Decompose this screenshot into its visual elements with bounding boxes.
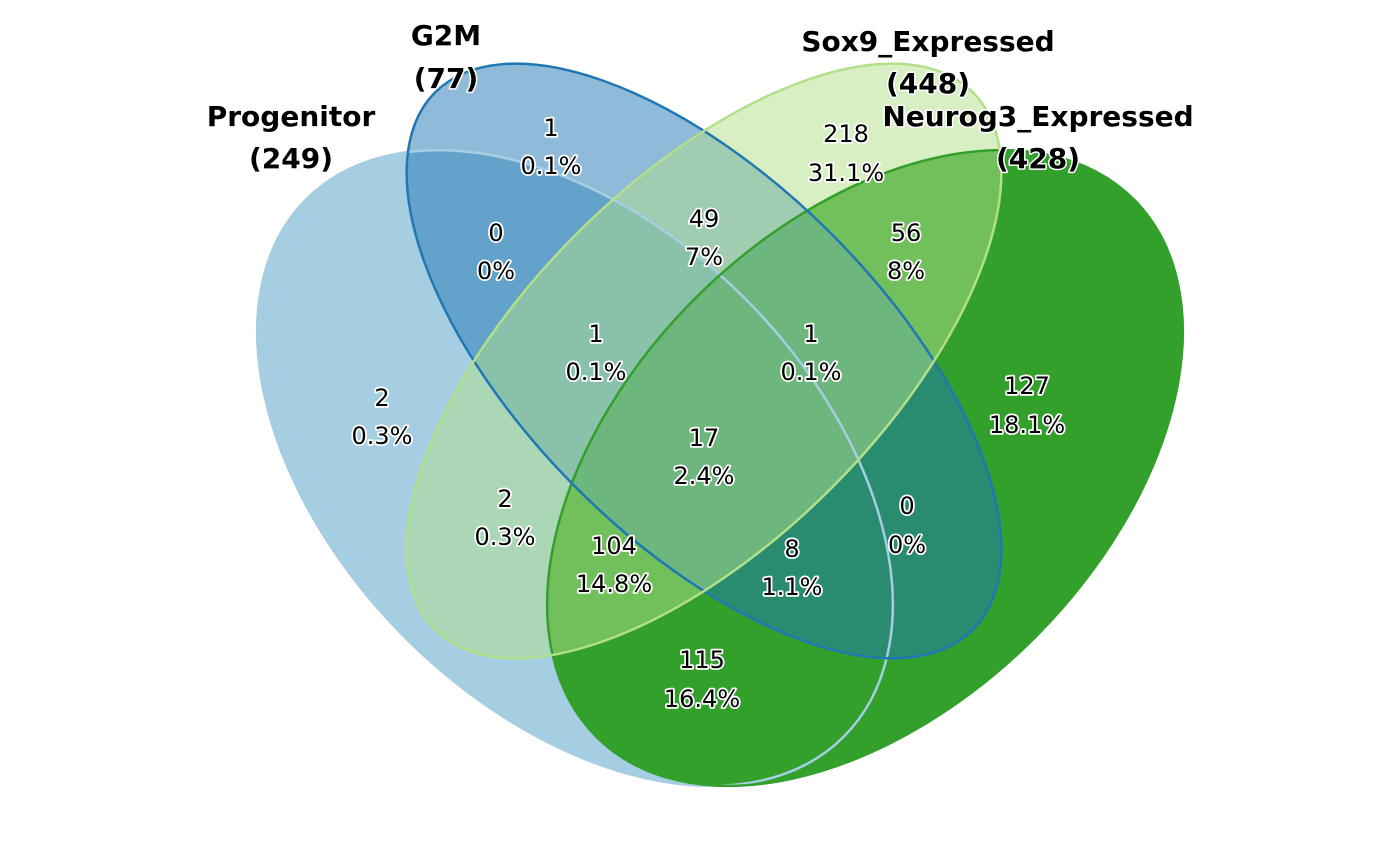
- region-labels: 1 0.1% 218 31.1% 0 0% 49 7% 56 8% 1 0.1%…: [350, 112, 1067, 715]
- region-count-progenitor-only: 2: [374, 384, 389, 412]
- region-count-progenitor-g2m-sox9: 1: [588, 320, 603, 348]
- region-percent-progenitor-g2m-sox9: 0.1%: [566, 358, 627, 386]
- region-count-progenitor-g2m-neurog3: 8: [784, 535, 799, 563]
- outline-sox9: [405, 62, 1003, 660]
- set-total-g2m: (77): [414, 62, 479, 95]
- set-label-sox9: Sox9_Expressed: [801, 25, 1054, 58]
- region-count-g2m-sox9: 49: [689, 205, 720, 233]
- region-count-g2m-sox9-neurog3: 1: [803, 320, 818, 348]
- region-percent-progenitor-only: 0.3%: [352, 422, 413, 450]
- set-outlines: [255, 62, 1185, 788]
- set-label-neurog3: Neurog3_Expressed: [882, 100, 1193, 133]
- region-percent-g2m-only: 0.1%: [521, 152, 582, 180]
- region-percent-sox9-only: 31.1%: [808, 159, 884, 187]
- region-percent-progenitor-g2m-neurog3: 1.1%: [762, 573, 823, 601]
- region-percent-g2m-neurog3: 0%: [888, 531, 926, 559]
- region-count-sox9-neurog3: 56: [891, 219, 922, 247]
- set-labels: Progenitor (249) G2M (77) Sox9_Expressed…: [205, 18, 1195, 177]
- region-count-sox9-only: 218: [823, 120, 869, 148]
- set-total-sox9: (448): [886, 67, 970, 100]
- region-percent-g2m-sox9-neurog3: 0.1%: [781, 358, 842, 386]
- region-count-progenitor-sox9-neurog3: 104: [591, 532, 637, 560]
- region-count-progenitor-sox9: 2: [497, 485, 512, 513]
- set-total-neurog3: (428): [996, 142, 1080, 175]
- ellipse-sox9: [406, 63, 1002, 659]
- region-count-g2m-only: 1: [543, 114, 558, 142]
- region-percent-progenitor-sox9: 0.3%: [475, 523, 536, 551]
- region-percent-progenitor-sox9-neurog3: 14.8%: [576, 570, 652, 598]
- set-label-g2m: G2M: [411, 19, 481, 52]
- set-name-progenitor: Progenitor: [207, 100, 376, 133]
- region-count-g2m-neurog3: 0: [899, 492, 914, 520]
- set-total-progenitor: (249): [249, 142, 333, 175]
- set-ellipses: [257, 63, 1183, 786]
- outline-g2m: [405, 62, 1003, 660]
- outline-neurog3: [545, 148, 1185, 788]
- region-percent-neurog3-only: 18.1%: [989, 411, 1065, 439]
- region-percent-progenitor-g2m: 0%: [477, 257, 515, 285]
- set-name-sox9: Sox9_Expressed: [801, 25, 1054, 58]
- region-percent-progenitor-neurog3: 16.4%: [664, 685, 740, 713]
- region-percent-all-four: 2.4%: [674, 462, 735, 490]
- region-percent-g2m-sox9: 7%: [685, 243, 723, 271]
- set-label-progenitor: Progenitor: [207, 100, 376, 133]
- set-name-g2m: G2M: [411, 19, 481, 52]
- region-percent-sox9-neurog3: 8%: [887, 257, 925, 285]
- outline-progenitor: [255, 148, 895, 788]
- region-count-neurog3-only: 127: [1004, 372, 1050, 400]
- region-count-all-four: 17: [689, 424, 720, 452]
- set-name-neurog3: Neurog3_Expressed: [882, 100, 1193, 133]
- region-count-progenitor-g2m: 0: [488, 219, 503, 247]
- region-count-progenitor-neurog3: 115: [679, 646, 725, 674]
